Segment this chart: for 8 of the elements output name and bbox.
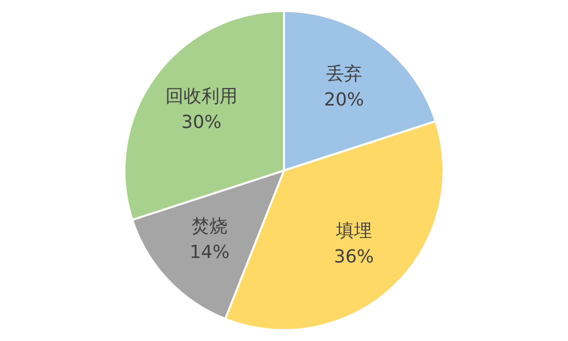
slice-label: 回收利用 xyxy=(165,86,238,108)
data-label: 36% xyxy=(334,246,374,268)
data-label: 14% xyxy=(190,242,230,264)
slice-label: 丢弃 xyxy=(326,64,362,85)
data-label: 20% xyxy=(324,90,364,111)
slice-label: 填埋 xyxy=(334,220,372,242)
data-label: 30% xyxy=(181,112,222,134)
slice-label: 焚烧 xyxy=(192,216,228,238)
